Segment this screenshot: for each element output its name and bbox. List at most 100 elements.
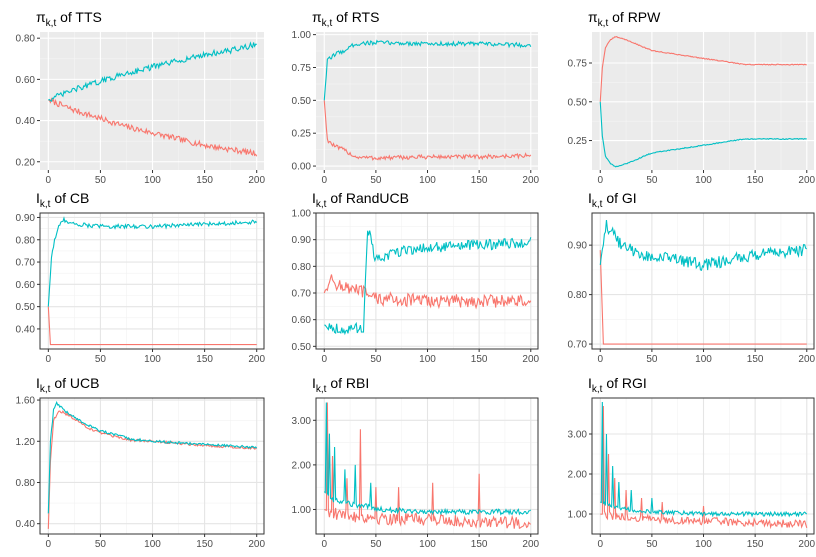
panel-title: πk,t of RTS xyxy=(312,9,379,29)
y-tick-label: 0.90 xyxy=(568,241,588,252)
y-tick-label: 0.40 xyxy=(16,519,36,530)
panel-title: Ik,t of CB xyxy=(36,190,89,210)
x-tick-label: 50 xyxy=(95,175,107,186)
y-tick-label: 0.80 xyxy=(568,290,588,301)
y-tick-label: 0.60 xyxy=(16,280,36,291)
x-tick-label: 0 xyxy=(46,539,52,550)
panel-6: 0 50 100 150 200 0.70 0.80 0.90 Ik,t of GI xyxy=(568,190,816,365)
panel-3: 0 50 100 150 200 0.25 0.50 0.75 πk,t of RPW xyxy=(568,9,816,186)
y-tick-label: 0.70 xyxy=(568,340,588,351)
series-line-1 xyxy=(48,97,258,157)
y-tick-label: 0.20 xyxy=(16,157,36,168)
x-tick-label: 100 xyxy=(695,175,712,186)
series-line-2 xyxy=(600,401,808,518)
x-tick-label: 50 xyxy=(95,539,107,550)
y-tick-label: 1.20 xyxy=(16,437,36,448)
panel-title: Ik,t of RBI xyxy=(312,375,369,395)
y-tick-label: 0.60 xyxy=(16,75,36,86)
x-tick-label: 200 xyxy=(798,539,815,550)
panel-title: πk,t of TTS xyxy=(36,9,102,29)
x-tick-label: 100 xyxy=(144,175,161,186)
panel-5: 0 50 100 150 200 0.50 0.60 0.70 0.80 0.90 1.00Ik,t… xyxy=(292,190,540,365)
x-tick-label: 100 xyxy=(419,539,436,550)
x-tick-label: 0 xyxy=(46,354,52,365)
x-tick-label: 50 xyxy=(370,354,382,365)
panel-4: 0 50 100 150 200 0.40 0.50 0.60 0.70 0.80 0.90Ik,t… xyxy=(16,190,266,365)
series-line-1 xyxy=(323,100,532,162)
x-tick-label: 150 xyxy=(471,354,488,365)
x-tick-label: 200 xyxy=(522,175,539,186)
y-tick-label: 1.00 xyxy=(568,510,588,521)
x-tick-label: 50 xyxy=(646,539,658,550)
y-tick-label: 0.80 xyxy=(16,235,36,246)
x-tick-label: 100 xyxy=(695,539,712,550)
panel-title: Ik,t of GI xyxy=(588,190,637,210)
x-tick-label: 50 xyxy=(370,539,382,550)
y-tick-label: 0.90 xyxy=(16,213,36,224)
x-tick-label: 50 xyxy=(646,354,658,365)
y-tick-label: 0.25 xyxy=(568,136,588,147)
x-tick-label: 0 xyxy=(597,539,603,550)
series-line-1 xyxy=(324,402,532,529)
y-tick-label: 1.00 xyxy=(292,209,312,220)
series-line-1 xyxy=(323,274,532,310)
y-tick-label: 1.00 xyxy=(292,30,312,41)
x-tick-label: 100 xyxy=(144,354,161,365)
panel-border xyxy=(591,212,815,350)
y-tick-label: 1.60 xyxy=(16,396,36,407)
series-line-1 xyxy=(47,306,257,346)
y-tick-label: 2.00 xyxy=(568,470,588,481)
x-tick-label: 100 xyxy=(419,354,436,365)
y-tick-label: 1.00 xyxy=(292,505,312,516)
panel-border xyxy=(591,397,815,535)
panel-border xyxy=(315,212,539,350)
series-line-2 xyxy=(47,216,258,307)
series-line-2 xyxy=(599,101,807,168)
series-line-1 xyxy=(599,250,807,345)
series-line-1 xyxy=(599,35,807,102)
y-tick-label: 0.60 xyxy=(292,315,312,326)
panel-border xyxy=(39,212,265,350)
x-tick-label: 150 xyxy=(196,175,213,186)
x-tick-label: 100 xyxy=(695,354,712,365)
y-tick-label: 3.00 xyxy=(568,430,588,441)
y-tick-label: 2.00 xyxy=(292,460,312,471)
x-tick-label: 200 xyxy=(248,354,265,365)
y-tick-label: 0.80 xyxy=(292,262,312,273)
x-tick-label: 200 xyxy=(248,539,265,550)
x-tick-label: 150 xyxy=(747,539,764,550)
panel-title: πk,t of RPW xyxy=(588,9,661,29)
y-tick-label: 0.70 xyxy=(292,289,312,300)
x-tick-label: 0 xyxy=(321,175,327,186)
panel-border xyxy=(315,397,539,535)
x-tick-label: 200 xyxy=(798,354,815,365)
x-tick-label: 150 xyxy=(196,354,213,365)
x-tick-label: 200 xyxy=(522,539,539,550)
x-tick-label: 50 xyxy=(95,354,107,365)
y-tick-label: 0.40 xyxy=(16,116,36,127)
x-tick-label: 200 xyxy=(522,354,539,365)
x-tick-label: 0 xyxy=(321,539,327,550)
y-tick-label: 3.00 xyxy=(292,416,312,427)
y-tick-label: 0.40 xyxy=(16,324,36,335)
panel-title: Ik,t of RandUCB xyxy=(312,190,409,210)
x-tick-label: 0 xyxy=(321,354,327,365)
y-tick-label: 0.70 xyxy=(16,258,36,269)
y-tick-label: 0.50 xyxy=(292,342,312,353)
y-tick-label: 0.75 xyxy=(292,63,312,74)
x-tick-label: 150 xyxy=(747,354,764,365)
panel-title: Ik,t of UCB xyxy=(36,375,99,395)
x-tick-label: 0 xyxy=(597,175,603,186)
series-line-2 xyxy=(324,230,532,336)
y-tick-label: 0.75 xyxy=(568,59,588,70)
series-line-2 xyxy=(48,41,257,102)
series-line-2 xyxy=(323,402,532,516)
series-line-2 xyxy=(323,39,532,101)
panel-8: 0 50 100 150 200 1.00 2.00 3.00 Ik,t of RBI xyxy=(292,375,540,550)
x-tick-label: 200 xyxy=(798,175,815,186)
y-tick-label: 0.50 xyxy=(292,96,312,107)
